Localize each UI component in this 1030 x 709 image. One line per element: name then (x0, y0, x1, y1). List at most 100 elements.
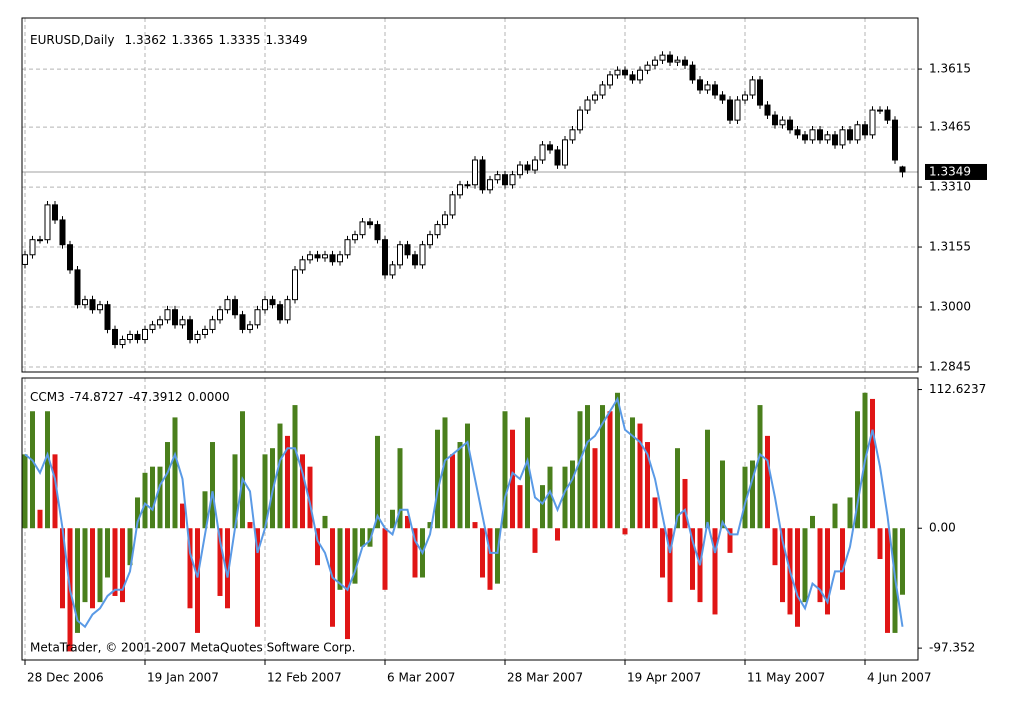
histogram-bar (817, 528, 823, 603)
histogram-bar (277, 423, 283, 529)
histogram-bar (570, 460, 575, 529)
candle-body (667, 54, 673, 63)
indicator-value: -74.8727 (70, 390, 124, 404)
histogram-bar (637, 423, 643, 529)
histogram-bar (405, 515, 410, 529)
candle-body (854, 124, 861, 141)
candle-body (329, 254, 336, 263)
histogram-bar (540, 485, 545, 529)
histogram-bar (210, 442, 215, 529)
histogram-bar (450, 454, 455, 529)
indicator-value: -47.3912 (129, 390, 183, 404)
candle-body (142, 328, 148, 341)
candle-body (607, 74, 613, 86)
histogram-bar (285, 435, 290, 529)
candle-body (382, 239, 388, 276)
histogram-bar (532, 528, 538, 553)
histogram-bar (75, 528, 80, 633)
candle-body (277, 304, 283, 321)
candle-body (254, 309, 261, 326)
candle-body (292, 269, 298, 301)
histogram-bar (555, 528, 560, 541)
candle-body (217, 309, 223, 321)
x-tick-label: 19 Apr 2007 (627, 671, 701, 685)
histogram-bar (615, 392, 620, 529)
candle-body (629, 74, 636, 81)
histogram-bar (840, 528, 845, 590)
histogram-bar (292, 405, 298, 529)
histogram-bar (337, 528, 343, 590)
indicator-panel (21, 377, 919, 661)
histogram-bar (705, 429, 710, 529)
candle-body (847, 129, 853, 141)
candle-body (779, 119, 786, 126)
histogram-bar (90, 528, 95, 609)
candle-body (44, 204, 51, 241)
candle-body (209, 319, 216, 330)
candle-body (397, 244, 403, 266)
histogram-bar (495, 528, 500, 584)
histogram-bar (765, 435, 770, 529)
candle-body (787, 119, 793, 131)
histogram-bar (157, 466, 163, 529)
candle-body (104, 304, 111, 330)
x-tick-label: 28 Dec 2006 (27, 671, 104, 685)
candle-body (689, 64, 696, 81)
histogram-bar (757, 405, 763, 529)
candle-body (802, 134, 808, 141)
histogram-bar (487, 528, 493, 590)
header-open: 1.3362 (125, 33, 167, 47)
histogram-bar (870, 398, 875, 529)
candle-body (284, 299, 291, 321)
histogram-bar (232, 454, 238, 529)
histogram-bar (97, 528, 103, 603)
histogram-bar (472, 522, 478, 529)
histogram-bar (720, 460, 725, 529)
candle-body (299, 259, 306, 271)
histogram-bar (727, 528, 733, 553)
y-tick-label: 1.3310 (929, 180, 971, 194)
histogram-bar (742, 466, 748, 529)
histogram-bar (660, 528, 665, 578)
histogram-bar (690, 528, 695, 590)
candle-body (119, 339, 126, 346)
x-tick-label: 28 Mar 2007 (507, 671, 583, 685)
histogram-bar (180, 503, 185, 529)
candle-body (262, 299, 268, 311)
x-tick-label: 6 Mar 2007 (387, 671, 455, 685)
candle-body (464, 184, 471, 187)
histogram-bar (525, 417, 530, 529)
candle-body (314, 254, 321, 259)
indicator-name: CCM3 (30, 390, 65, 404)
candle-body (554, 149, 561, 166)
candle-body (742, 94, 748, 101)
histogram-bar (577, 411, 583, 529)
y-tick-label: 1.3465 (929, 120, 971, 134)
header-low: 1.3335 (219, 33, 261, 47)
histogram-bar (315, 528, 320, 566)
histogram-bar (465, 423, 470, 529)
candle-body (599, 84, 606, 96)
histogram-bar (562, 466, 568, 529)
candle-body (239, 314, 246, 330)
histogram-bar (165, 442, 170, 529)
candle-body (757, 79, 763, 106)
y-tick-label: 0.00 (929, 521, 956, 535)
candle-body (719, 94, 726, 101)
indicator-header: CCM3 -74.8727 -47.3912 0.0000 (30, 390, 230, 404)
histogram-bar (622, 528, 628, 535)
candle-body (877, 109, 883, 112)
candle-body (337, 254, 343, 263)
candle-body (232, 299, 238, 316)
candle-body (764, 104, 771, 116)
candle-body (614, 69, 621, 76)
candle-body (487, 179, 493, 191)
candle-body (359, 221, 366, 236)
candle-body (577, 109, 583, 131)
histogram-bar (607, 411, 613, 529)
histogram-bar (750, 460, 755, 529)
header-high: 1.3365 (172, 33, 214, 47)
candle-body (832, 134, 838, 146)
histogram-bar (307, 466, 313, 529)
histogram-bar (120, 528, 125, 603)
